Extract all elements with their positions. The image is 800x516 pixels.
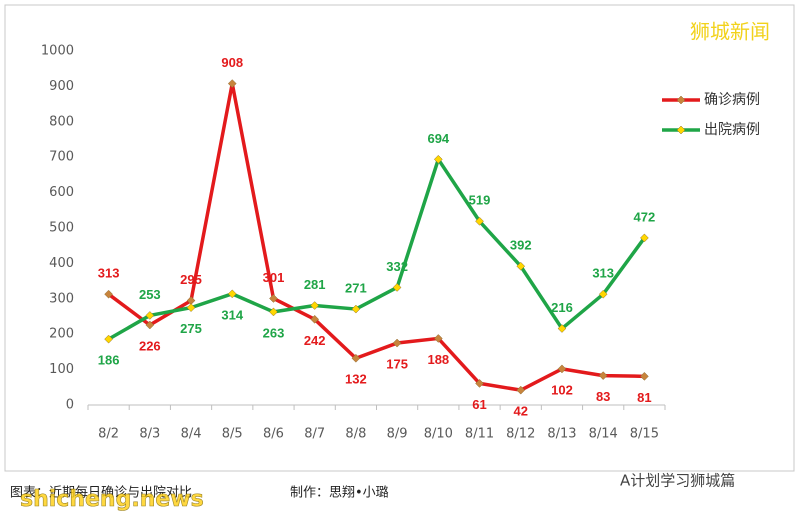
data-label: 694: [427, 131, 449, 146]
data-label: 275: [180, 321, 202, 336]
chart-frame: [4, 4, 795, 472]
legend-marker: [676, 95, 686, 105]
marker: [310, 301, 320, 310]
y-tick-label: 400: [49, 256, 74, 271]
y-tick-label: 900: [49, 79, 74, 94]
y-tick-label: 500: [49, 221, 74, 236]
data-label: 186: [98, 353, 120, 368]
y-tick-label: 300: [49, 291, 74, 306]
data-label: 61: [472, 397, 486, 412]
series-line: [107, 81, 645, 392]
x-tick-label: 8/3: [139, 427, 160, 442]
x-tick-label: 8/5: [222, 427, 243, 442]
data-label: 908: [221, 55, 243, 70]
marker: [433, 334, 443, 343]
x-tick-label: 8/12: [506, 427, 535, 442]
x-tick-label: 8/10: [424, 427, 453, 442]
marker: [392, 338, 402, 348]
data-label: 472: [634, 209, 656, 224]
data-label: 188: [427, 352, 449, 367]
data-label: 83: [596, 389, 610, 404]
data-label: 314: [221, 307, 243, 322]
legend-label: 出院病例: [704, 122, 760, 138]
data-label: 313: [98, 266, 120, 281]
marker: [640, 371, 649, 381]
marker: [145, 320, 155, 330]
marker: [433, 154, 443, 164]
series-line: [107, 157, 646, 341]
data-label: 226: [139, 338, 161, 353]
y-tick-label: 0: [66, 398, 74, 413]
x-tick-label: 8/15: [630, 427, 659, 442]
marker: [351, 353, 361, 363]
site-watermark: shicheng.news: [20, 487, 204, 512]
x-tick-label: 8/2: [98, 427, 119, 442]
marker: [104, 289, 113, 299]
y-tick-label: 100: [49, 362, 74, 377]
marker: [557, 364, 567, 374]
marker: [310, 314, 320, 324]
watermark: 狮城新闻: [690, 20, 770, 44]
data-label: 175: [386, 356, 408, 371]
legend-label: 确诊病例: [704, 92, 760, 108]
data-label: 281: [304, 277, 326, 292]
legend-marker: [676, 125, 686, 135]
data-label: 313: [592, 266, 614, 281]
x-tick-label: 8/13: [547, 427, 576, 442]
marker: [475, 379, 484, 388]
y-tick-label: 600: [49, 185, 74, 200]
x-tick-label: 8/11: [465, 427, 494, 442]
y-tick-label: 200: [49, 327, 74, 342]
marker: [598, 371, 608, 380]
marker: [351, 304, 361, 314]
x-tick-label: 8/6: [263, 427, 284, 442]
x-tick-label: 8/9: [387, 427, 408, 442]
data-label: 216: [551, 300, 573, 315]
data-label: 42: [514, 404, 528, 419]
data-label: 81: [637, 390, 651, 405]
marker: [392, 283, 402, 292]
x-tick-label: 8/4: [181, 427, 202, 442]
marker: [516, 385, 526, 395]
marker: [557, 324, 567, 333]
y-tick-label: 700: [49, 150, 74, 165]
marker: [475, 216, 484, 226]
caption: 图表：近期每日确诊与出院对比: [10, 485, 192, 501]
marker: [269, 294, 278, 303]
marker: [186, 303, 196, 313]
data-label: 253: [139, 287, 161, 302]
marker: [640, 233, 649, 243]
marker: [269, 307, 278, 317]
wechat: A计划学习狮城篇: [620, 472, 735, 490]
data-label: 271: [345, 281, 367, 296]
x-tick-label: 8/8: [345, 427, 366, 442]
marker: [104, 334, 113, 344]
data-label: 263: [263, 325, 285, 340]
data-label: 242: [304, 333, 326, 348]
marker: [227, 79, 237, 88]
y-tick-label: 1000: [41, 44, 74, 59]
credit: 制作：思翔•小璐: [290, 486, 389, 501]
marker: [516, 261, 526, 271]
data-label: 102: [551, 382, 573, 397]
marker: [227, 289, 237, 299]
x-tick-label: 8/14: [589, 427, 618, 442]
data-label: 519: [469, 193, 491, 208]
data-label: 332: [386, 259, 408, 274]
data-label: 392: [510, 238, 532, 253]
data-label: 295: [180, 272, 202, 287]
marker: [145, 311, 155, 320]
x-tick-label: 8/7: [304, 427, 325, 442]
data-label: 132: [345, 372, 367, 387]
data-label: 301: [263, 270, 285, 285]
y-tick-label: 800: [49, 114, 74, 129]
marker: [598, 289, 608, 299]
